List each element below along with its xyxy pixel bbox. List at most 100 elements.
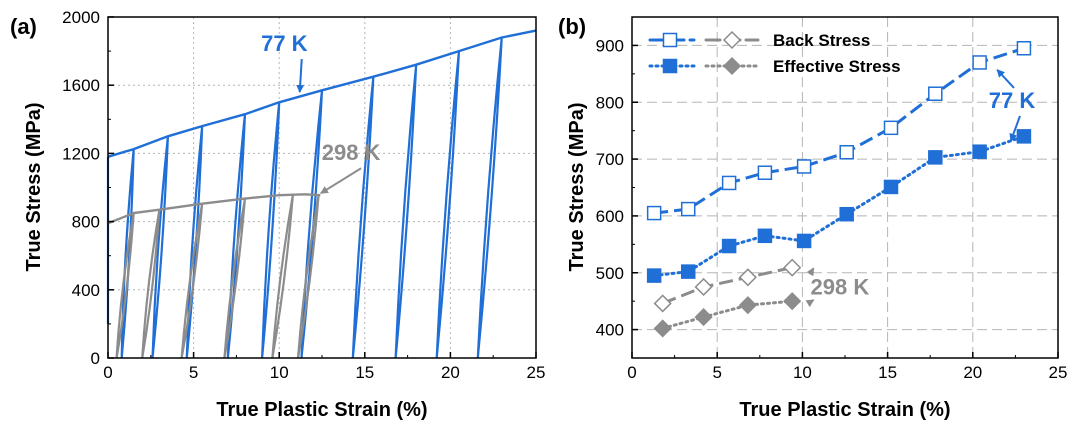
panel-a-label: (a) (10, 14, 37, 39)
point-back-stress-77-k (680, 201, 696, 217)
point-effective-stress-77-k (1016, 129, 1032, 144)
point-back-stress-77-k (883, 120, 899, 136)
panel-a-frame (107, 16, 537, 359)
y-tick-label: 800 (72, 213, 100, 232)
loop-77k (351, 76, 375, 359)
point-back-stress-298-k (653, 294, 672, 313)
legend-label-back-stress: Back Stress (773, 31, 870, 50)
annotation-298k-b: 298 K (811, 274, 870, 299)
x-tick-label: 0 (103, 363, 112, 382)
x-tick-label: 25 (527, 363, 546, 382)
loop-77k (394, 64, 418, 359)
arrow-77k-lower (1009, 115, 1021, 142)
legend-label-effective-stress: Effective Stress (773, 57, 901, 76)
point-back-stress-77-k (1016, 41, 1032, 56)
panel-b-chart: 0 5 10 15 20 25 400 500 600 700 800 900 (b) True Pl… (558, 14, 1067, 421)
panel-b-xlabel: True Plastic Strain (%) (739, 399, 950, 421)
loop-298k (271, 194, 294, 359)
panel-b-ticks: 0 5 10 15 20 25 400 500 600 700 800 900 (596, 36, 1068, 382)
y-tick-label: 700 (596, 150, 624, 169)
line-effective-stress-77-k (652, 134, 1026, 278)
legend-marker-square (662, 58, 678, 74)
x-tick-label: 15 (355, 363, 374, 382)
point-effective-stress-77-k (928, 150, 943, 165)
panel-b-series (646, 41, 1032, 338)
loop-77k (435, 50, 461, 359)
panel-b-label: (b) (558, 14, 586, 39)
panel-b-annotations: 77 K 298 K (805, 69, 1036, 308)
x-tick-label: 20 (441, 363, 460, 382)
y-tick-label: 1200 (62, 144, 100, 163)
x-tick-label: 10 (270, 363, 289, 382)
point-effective-stress-298-k (783, 292, 802, 311)
line-effective-stress-298-k (661, 299, 794, 330)
arrow-298k-a (320, 167, 362, 195)
legend-marker-diamond (722, 30, 742, 50)
annotation-77k-a: 77 K (261, 31, 308, 56)
y-tick-label: 500 (596, 264, 624, 283)
panel-a-ylabel: True Stress (MPa) (23, 103, 45, 272)
y-tick-label: 0 (91, 349, 100, 368)
point-effective-stress-298-k (738, 296, 757, 315)
arrow-77k-upper (996, 69, 1015, 89)
point-back-stress-298-k (783, 258, 802, 277)
x-tick-label: 20 (963, 363, 982, 382)
point-effective-stress-77-k (972, 144, 987, 159)
legend-marker-diamond (722, 56, 742, 76)
arrow-77k-a (296, 59, 305, 94)
point-effective-stress-298-k (694, 308, 713, 327)
legend-back-stress (648, 30, 760, 50)
panel-a-series (106, 29, 537, 359)
point-effective-stress-298-k (653, 319, 672, 338)
x-tick-label: 0 (627, 363, 636, 382)
point-back-stress-77-k (928, 86, 943, 101)
legend-effective-stress (648, 56, 760, 76)
legend: Back Stress Effective Stress (648, 30, 901, 76)
panel-a-annotations: 77 K 298 K (261, 31, 381, 195)
arrow-298k-lower (805, 299, 815, 308)
y-tick-label: 600 (596, 207, 624, 226)
point-back-stress-77-k (721, 175, 737, 191)
y-tick-label: 400 (596, 321, 624, 340)
point-back-stress-77-k (796, 159, 812, 174)
x-tick-label: 5 (712, 363, 721, 382)
point-effective-stress-77-k (646, 268, 662, 283)
x-tick-label: 5 (189, 363, 198, 382)
x-tick-label: 10 (793, 363, 812, 382)
point-effective-stress-77-k (796, 233, 812, 249)
point-back-stress-77-k (757, 165, 773, 180)
y-tick-label: 400 (72, 281, 100, 300)
panel-b-frame (631, 16, 1059, 359)
point-effective-stress-77-k (883, 179, 899, 195)
y-tick-label: 900 (596, 36, 624, 55)
annotation-298k-a: 298 K (322, 140, 381, 165)
y-tick-label: 800 (596, 93, 624, 112)
point-effective-stress-77-k (680, 264, 696, 279)
y-tick-label: 1600 (62, 76, 100, 95)
panel-a-grid (108, 17, 536, 358)
legend-marker-square (662, 32, 678, 48)
arrow-298k-upper (806, 267, 815, 277)
line-back-stress-298-k (662, 266, 793, 305)
loop-298k (180, 203, 204, 359)
panel-a-xlabel: True Plastic Strain (%) (216, 399, 427, 421)
line-back-stress-77-k (654, 46, 1025, 215)
x-tick-label: 15 (878, 363, 897, 382)
point-back-stress-77-k (839, 145, 854, 160)
y-tick-label: 2000 (62, 8, 100, 27)
envelope-77k (107, 29, 537, 158)
loop-77k (151, 136, 170, 359)
point-effective-stress-77-k (839, 206, 854, 222)
point-back-stress-77-k (972, 55, 987, 70)
point-back-stress-77-k (646, 205, 662, 221)
point-back-stress-298-k (738, 268, 757, 287)
point-effective-stress-77-k (757, 228, 773, 244)
x-tick-label: 25 (1049, 363, 1068, 382)
panel-b-ylabel: True Stress (MPa) (566, 103, 588, 272)
point-effective-stress-77-k (721, 238, 737, 254)
panel-a-chart: 0 5 10 15 20 25 0 400 800 1200 1600 2000 (a) True P… (10, 8, 545, 421)
envelope-298k (107, 193, 321, 225)
annotation-77k-b: 77 K (989, 88, 1036, 113)
panel-a-ticks: 0 5 10 15 20 25 0 400 800 1200 1600 2000 (62, 8, 545, 382)
